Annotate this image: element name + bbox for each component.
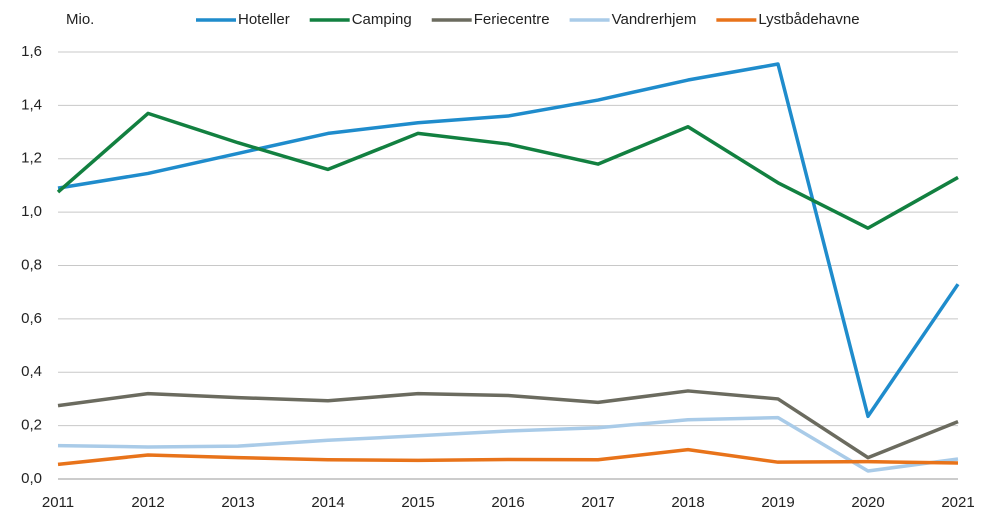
- legend-label: Hoteller: [238, 11, 290, 28]
- series-line: [57, 389, 959, 460]
- series-line: [57, 62, 960, 419]
- legend-label: Feriecentre: [474, 11, 550, 28]
- x-tick-label: 2020: [851, 494, 884, 511]
- y-tick-label: 0,4: [21, 363, 42, 380]
- x-tick-label: 2016: [491, 494, 524, 511]
- x-tick-label: 2018: [671, 494, 704, 511]
- y-tick-label: 1,4: [21, 96, 42, 113]
- y-tick-label: 0,0: [21, 470, 42, 487]
- x-tick-label: 2021: [941, 494, 974, 511]
- y-tick-label: 1,6: [21, 43, 42, 60]
- x-tick-label: 2015: [401, 494, 434, 511]
- x-tick-label: 2011: [42, 494, 74, 511]
- y-tick-label: 0,6: [21, 310, 42, 327]
- y-tick-label: 0,8: [21, 256, 42, 273]
- x-tick-label: 2017: [581, 494, 614, 511]
- x-tick-label: 2019: [761, 494, 794, 511]
- x-tick-label: 2012: [131, 494, 164, 511]
- y-axis-unit: Mio.: [66, 11, 94, 28]
- series-line: [57, 415, 959, 473]
- y-tick-label: 1,2: [21, 150, 42, 167]
- series-line: [57, 447, 959, 467]
- legend-label: Camping: [352, 11, 412, 28]
- legend-label: Vandrerhjem: [612, 11, 697, 28]
- x-tick-label: 2014: [311, 494, 344, 511]
- legend-label: Lystbådehavne: [758, 11, 859, 28]
- x-tick-label: 2013: [221, 494, 254, 511]
- y-tick-label: 0,2: [21, 417, 42, 434]
- series-line: [56, 111, 959, 230]
- y-tick-label: 1,0: [21, 203, 42, 220]
